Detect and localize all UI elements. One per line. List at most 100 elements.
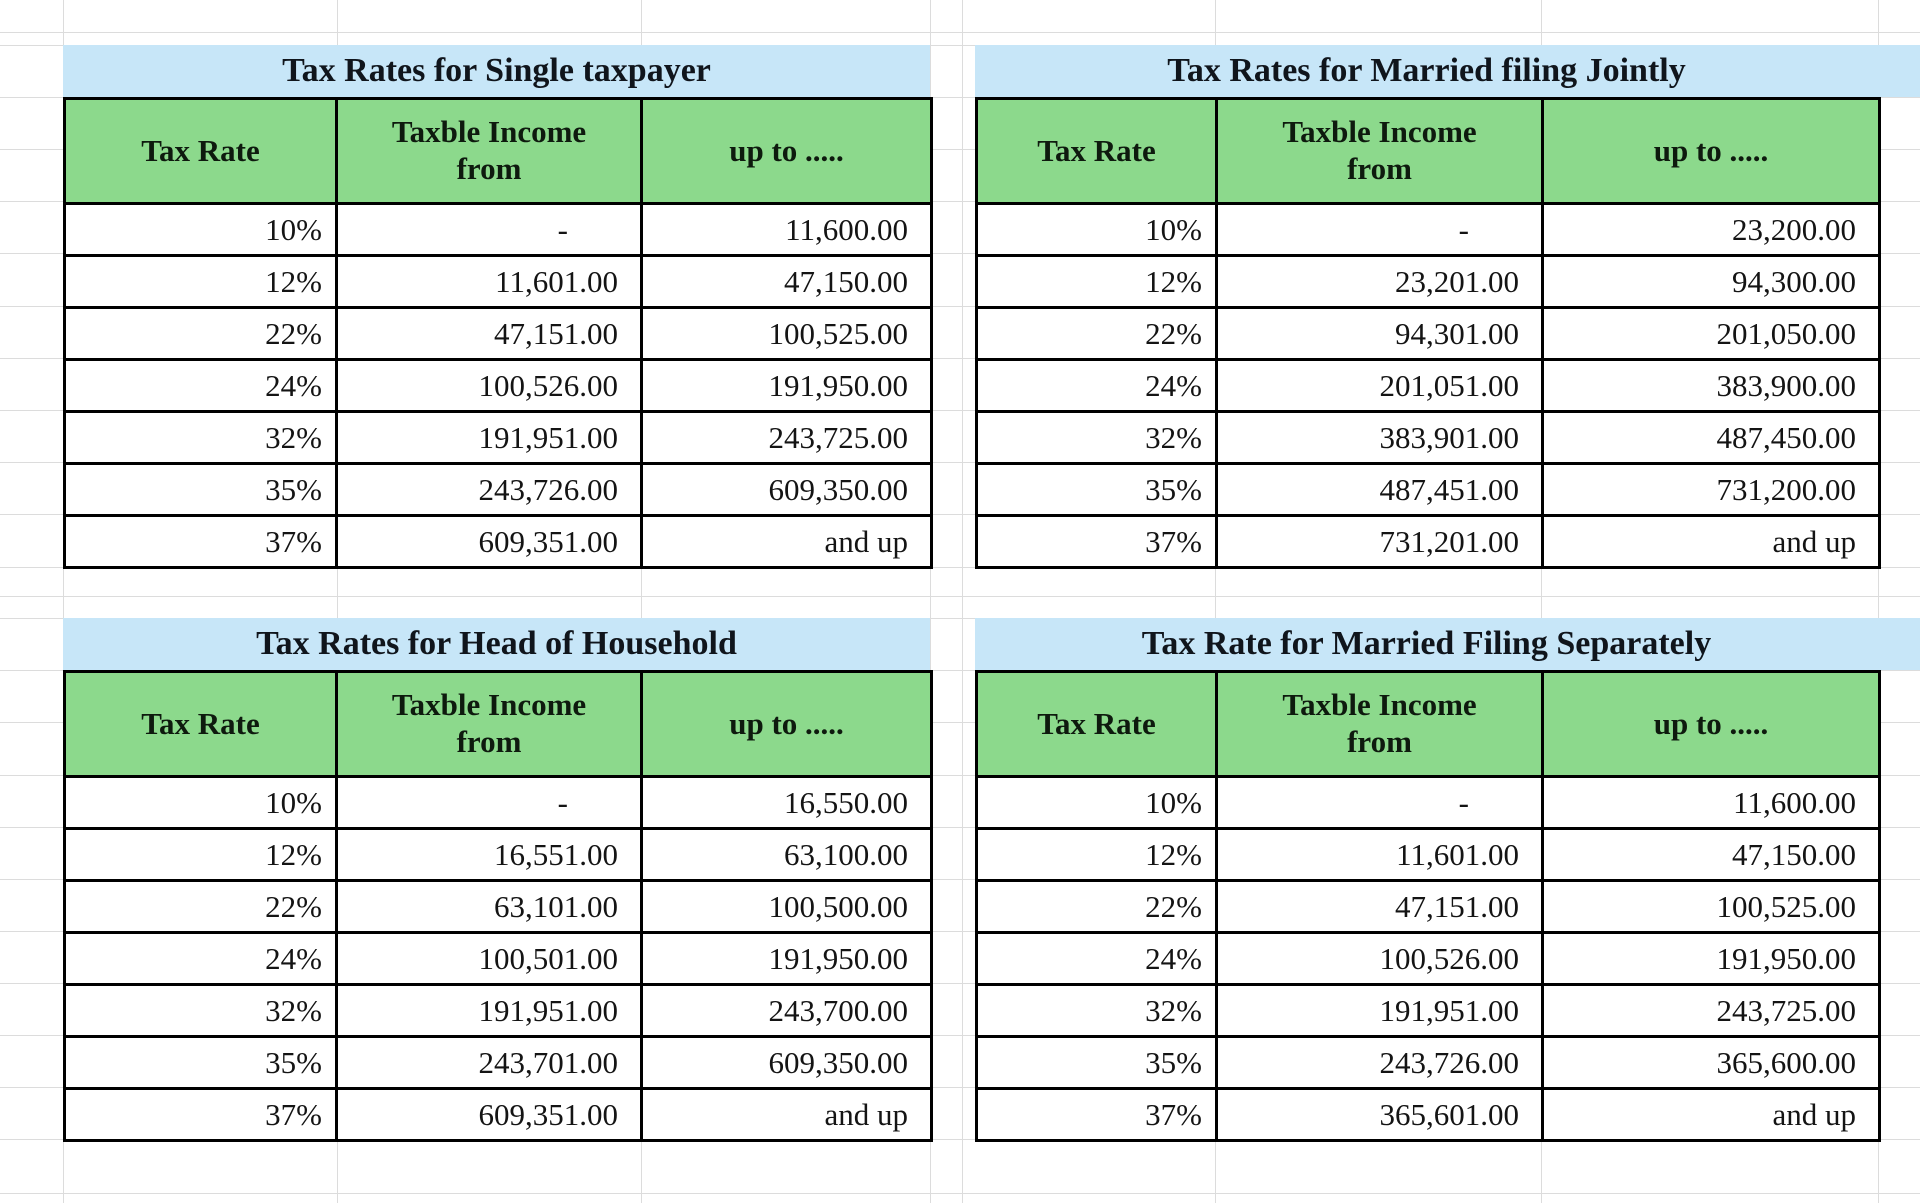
cell[interactable]: 16,550.00 bbox=[640, 775, 933, 830]
cell[interactable]: 243,700.00 bbox=[640, 983, 933, 1038]
cell[interactable]: 10% bbox=[975, 775, 1218, 830]
table-title-married-jointly[interactable]: Tax Rates for Married filing Jointly bbox=[975, 45, 1920, 97]
cell[interactable]: - bbox=[335, 202, 643, 257]
cell[interactable]: 47,151.00 bbox=[1215, 879, 1544, 934]
cell[interactable]: 11,601.00 bbox=[1215, 827, 1544, 882]
cell[interactable]: 731,200.00 bbox=[1541, 462, 1881, 517]
cell[interactable]: 37% bbox=[975, 514, 1218, 569]
cell[interactable]: 243,725.00 bbox=[640, 410, 933, 465]
cell[interactable]: 365,600.00 bbox=[1541, 1035, 1881, 1090]
cell[interactable]: and up bbox=[1541, 514, 1881, 569]
cell[interactable]: 11,600.00 bbox=[640, 202, 933, 257]
cell[interactable]: 243,725.00 bbox=[1541, 983, 1881, 1038]
cell[interactable]: 37% bbox=[975, 1087, 1218, 1142]
cell[interactable]: 11,601.00 bbox=[335, 254, 643, 309]
cell[interactable]: 201,050.00 bbox=[1541, 306, 1881, 361]
cell[interactable]: 100,525.00 bbox=[1541, 879, 1881, 934]
cell[interactable]: 47,150.00 bbox=[640, 254, 933, 309]
cell[interactable]: 243,701.00 bbox=[335, 1035, 643, 1090]
cell[interactable]: 35% bbox=[63, 1035, 338, 1090]
cell[interactable]: 16,551.00 bbox=[335, 827, 643, 882]
cell[interactable]: 22% bbox=[975, 306, 1218, 361]
cell[interactable]: 12% bbox=[975, 827, 1218, 882]
cell[interactable]: 487,450.00 bbox=[1541, 410, 1881, 465]
cell[interactable]: 23,200.00 bbox=[1541, 202, 1881, 257]
cell[interactable]: 191,951.00 bbox=[335, 983, 643, 1038]
cell[interactable]: 243,726.00 bbox=[335, 462, 643, 517]
cell[interactable]: 12% bbox=[63, 827, 338, 882]
cell[interactable]: 100,526.00 bbox=[335, 358, 643, 413]
cell[interactable]: 63,101.00 bbox=[335, 879, 643, 934]
cell[interactable]: 35% bbox=[975, 1035, 1218, 1090]
cell[interactable]: 37% bbox=[63, 514, 338, 569]
column-header[interactable]: Taxble Income from bbox=[1215, 670, 1544, 778]
cell[interactable]: 12% bbox=[975, 254, 1218, 309]
cell[interactable]: 609,351.00 bbox=[335, 514, 643, 569]
cell[interactable]: - bbox=[335, 775, 643, 830]
cell[interactable]: 35% bbox=[63, 462, 338, 517]
cell[interactable]: 23,201.00 bbox=[1215, 254, 1544, 309]
cell[interactable]: 22% bbox=[975, 879, 1218, 934]
cell[interactable]: 12% bbox=[63, 254, 338, 309]
table-title-married-separately[interactable]: Tax Rate for Married Filing Separately bbox=[975, 618, 1920, 670]
cell[interactable]: - bbox=[1215, 202, 1544, 257]
cell[interactable]: 24% bbox=[63, 931, 338, 986]
cell[interactable]: 22% bbox=[63, 306, 338, 361]
column-header[interactable]: Tax Rate bbox=[975, 97, 1218, 205]
cell[interactable]: - bbox=[1215, 775, 1544, 830]
cell[interactable]: 383,901.00 bbox=[1215, 410, 1544, 465]
cell[interactable]: 94,301.00 bbox=[1215, 306, 1544, 361]
cell[interactable]: 609,350.00 bbox=[640, 462, 933, 517]
cell[interactable]: 487,451.00 bbox=[1215, 462, 1544, 517]
column-header[interactable]: Tax Rate bbox=[63, 670, 338, 778]
cell[interactable]: 10% bbox=[975, 202, 1218, 257]
cell[interactable]: 32% bbox=[975, 410, 1218, 465]
cell[interactable]: 201,051.00 bbox=[1215, 358, 1544, 413]
column-header[interactable]: Taxble Income from bbox=[335, 670, 643, 778]
cell[interactable]: 47,150.00 bbox=[1541, 827, 1881, 882]
cell[interactable]: 191,950.00 bbox=[640, 358, 933, 413]
cell[interactable]: 63,100.00 bbox=[640, 827, 933, 882]
cell[interactable]: 32% bbox=[975, 983, 1218, 1038]
cell[interactable]: 365,601.00 bbox=[1215, 1087, 1544, 1142]
column-header[interactable]: Tax Rate bbox=[63, 97, 338, 205]
column-header[interactable]: Taxble Income from bbox=[335, 97, 643, 205]
cell[interactable]: 100,500.00 bbox=[640, 879, 933, 934]
cell[interactable]: 100,525.00 bbox=[640, 306, 933, 361]
cell[interactable]: 32% bbox=[63, 410, 338, 465]
cell[interactable]: 243,726.00 bbox=[1215, 1035, 1544, 1090]
cell[interactable]: 100,526.00 bbox=[1215, 931, 1544, 986]
cell[interactable]: 35% bbox=[975, 462, 1218, 517]
table-title-single[interactable]: Tax Rates for Single taxpayer bbox=[63, 45, 930, 97]
cell[interactable]: 191,950.00 bbox=[640, 931, 933, 986]
column-header[interactable]: up to ..... bbox=[640, 97, 933, 205]
cell[interactable]: 24% bbox=[975, 358, 1218, 413]
cell[interactable]: 100,501.00 bbox=[335, 931, 643, 986]
cell[interactable]: 10% bbox=[63, 775, 338, 830]
column-header[interactable]: Taxble Income from bbox=[1215, 97, 1544, 205]
cell[interactable]: 37% bbox=[63, 1087, 338, 1142]
cell[interactable]: 191,951.00 bbox=[335, 410, 643, 465]
cell[interactable]: 609,350.00 bbox=[640, 1035, 933, 1090]
cell[interactable]: 383,900.00 bbox=[1541, 358, 1881, 413]
cell[interactable]: 24% bbox=[63, 358, 338, 413]
cell[interactable]: 32% bbox=[63, 983, 338, 1038]
cell[interactable]: 94,300.00 bbox=[1541, 254, 1881, 309]
cell[interactable]: and up bbox=[640, 514, 933, 569]
cell[interactable]: 10% bbox=[63, 202, 338, 257]
cell[interactable]: and up bbox=[640, 1087, 933, 1142]
cell[interactable]: 24% bbox=[975, 931, 1218, 986]
cell[interactable]: 11,600.00 bbox=[1541, 775, 1881, 830]
column-header[interactable]: up to ..... bbox=[1541, 97, 1881, 205]
cell[interactable]: 191,951.00 bbox=[1215, 983, 1544, 1038]
column-header[interactable]: Tax Rate bbox=[975, 670, 1218, 778]
cell[interactable]: 22% bbox=[63, 879, 338, 934]
column-header[interactable]: up to ..... bbox=[1541, 670, 1881, 778]
cell[interactable]: 609,351.00 bbox=[335, 1087, 643, 1142]
cell[interactable]: and up bbox=[1541, 1087, 1881, 1142]
column-header[interactable]: up to ..... bbox=[640, 670, 933, 778]
cell[interactable]: 731,201.00 bbox=[1215, 514, 1544, 569]
cell[interactable]: 47,151.00 bbox=[335, 306, 643, 361]
cell[interactable]: 191,950.00 bbox=[1541, 931, 1881, 986]
table-title-head-household[interactable]: Tax Rates for Head of Household bbox=[63, 618, 930, 670]
